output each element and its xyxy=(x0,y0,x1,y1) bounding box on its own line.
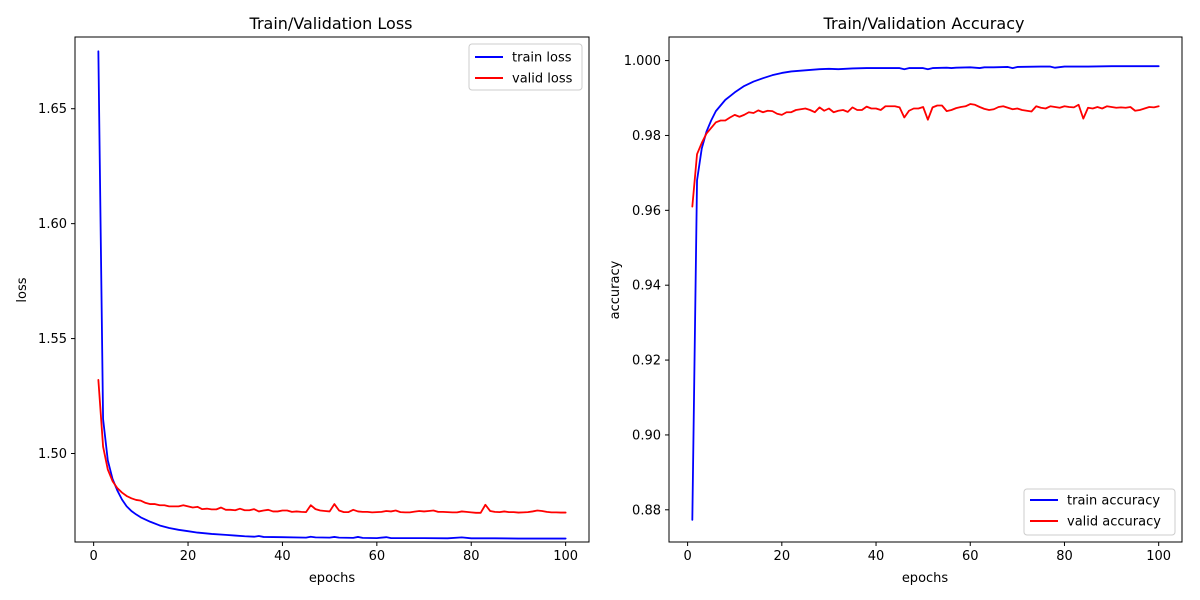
loss-x-tick-label: 40 xyxy=(274,549,291,564)
loss-chart-ticks: 0 20 40 60 80 100 1.50 1.55 1.60 1.65 xyxy=(38,102,578,564)
accuracy-y-tick-label: 0.96 xyxy=(632,204,661,219)
accuracy-legend: train accuracy valid accuracy xyxy=(1023,488,1176,536)
loss-y-tick-label: 1.50 xyxy=(38,447,67,462)
legend-label-train-accuracy: train accuracy xyxy=(1067,494,1160,509)
legend-label-valid-accuracy: valid accuracy xyxy=(1067,515,1161,530)
loss-x-tick-label: 100 xyxy=(553,549,578,564)
accuracy-legend-box xyxy=(1023,488,1176,536)
loss-y-tick-label: 1.55 xyxy=(38,332,67,347)
loss-y-tick-label: 1.60 xyxy=(38,217,67,232)
legend-label-valid-loss: valid loss xyxy=(512,72,573,87)
accuracy-y-tick-label: 0.88 xyxy=(632,503,661,518)
series-line-valid-accuracy xyxy=(691,103,1160,208)
accuracy-y-tick-label: 1.000 xyxy=(624,54,661,69)
accuracy-chart: Train/Validation Accuracy 0 20 40 60 80 100 0.… xyxy=(608,14,1183,586)
accuracy-chart-series xyxy=(691,65,1160,521)
accuracy-y-tick-label: 0.92 xyxy=(632,354,661,369)
accuracy-y-tick-label: 0.94 xyxy=(632,279,661,294)
series-line-train-loss xyxy=(97,50,567,540)
loss-x-tick-label: 20 xyxy=(180,549,197,564)
loss-x-tick-label: 0 xyxy=(90,549,98,564)
series-line-train-accuracy xyxy=(691,65,1160,521)
accuracy-chart-ylabel: accuracy xyxy=(608,260,623,319)
accuracy-x-tick-label: 40 xyxy=(868,549,885,564)
accuracy-x-tick-label: 100 xyxy=(1146,549,1171,564)
accuracy-x-tick-label: 20 xyxy=(774,549,791,564)
loss-chart-ylabel: loss xyxy=(15,277,30,302)
loss-chart-frame xyxy=(74,36,590,543)
loss-chart-xlabel: epochs xyxy=(309,571,356,586)
loss-legend: train loss valid loss xyxy=(468,43,583,91)
loss-chart: Train/Validation Loss 0 20 40 60 80 100 1.50 1.… xyxy=(15,14,590,586)
accuracy-x-tick-label: 60 xyxy=(962,549,979,564)
accuracy-x-tick-label: 80 xyxy=(1056,549,1073,564)
loss-chart-series xyxy=(97,50,567,540)
accuracy-y-tick-label: 0.90 xyxy=(632,428,661,443)
accuracy-chart-xlabel: epochs xyxy=(902,571,949,586)
loss-x-tick-label: 80 xyxy=(463,549,480,564)
accuracy-chart-ticks: 0 20 40 60 80 100 0.88 0.90 0.92 0.94 0.96 0.98 1.00… xyxy=(624,54,1171,564)
loss-x-tick-label: 60 xyxy=(369,549,386,564)
accuracy-x-tick-label: 0 xyxy=(683,549,691,564)
accuracy-y-tick-label: 0.98 xyxy=(632,129,661,144)
series-line-valid-loss xyxy=(97,379,567,514)
accuracy-chart-frame xyxy=(668,36,1183,543)
accuracy-chart-title: Train/Validation Accuracy xyxy=(823,14,1025,33)
legend-label-train-loss: train loss xyxy=(512,51,572,66)
loss-y-tick-label: 1.65 xyxy=(38,102,67,117)
loss-chart-title: Train/Validation Loss xyxy=(249,14,413,33)
